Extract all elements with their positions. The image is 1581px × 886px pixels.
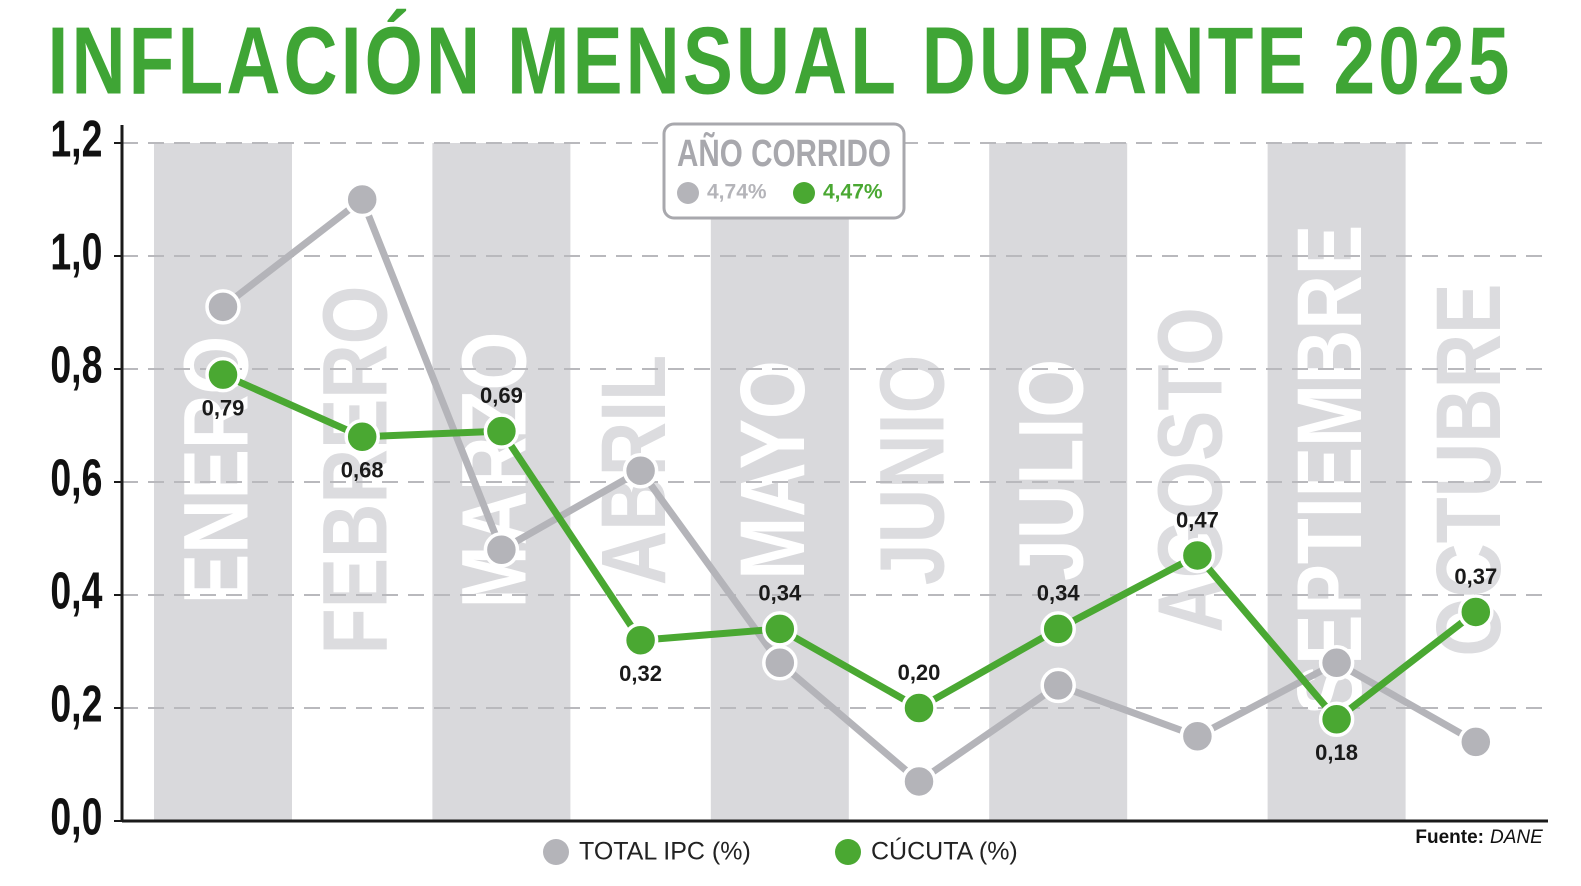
point [1040,611,1076,647]
y-tick-label: 0,0 [50,788,102,847]
data-label: 0,34 [758,581,802,606]
point [483,413,520,449]
data-label: 0,69 [480,383,523,408]
y-tick-label: 0,4 [50,562,102,621]
point [344,181,380,218]
data-label: 0,47 [1176,507,1219,532]
data-label: 0,37 [1454,564,1497,589]
data-label: 0,18 [1315,740,1358,765]
point [901,690,937,726]
y-tick-label: 0,8 [50,336,102,395]
y-tick-label: 1,0 [50,223,102,282]
data-label: 0,20 [898,660,941,685]
data-label: 0,34 [1037,581,1081,606]
y-tick-label: 0,6 [50,449,102,508]
data-label: 0,32 [619,661,662,686]
point [1179,718,1216,754]
point [1179,537,1216,574]
annotation-value: 4,74% [707,181,767,204]
point [762,645,798,681]
annotation-dot [793,182,815,204]
point [483,532,520,568]
point [1318,645,1355,681]
y-tick-label: 0,2 [50,675,102,734]
data-label: 0,68 [341,458,384,483]
legend-marker [835,839,861,865]
source-label: Fuente: [1415,827,1484,848]
legend-label: TOTAL IPC (%) [579,838,751,866]
series-line [220,196,1478,785]
x-tick-label: JULIO [999,359,1102,581]
point [205,356,241,393]
point [1458,724,1494,760]
annotation-dot [677,182,699,204]
point [622,452,659,489]
series-line [221,371,1478,723]
legend-marker [543,839,569,865]
annotation-box: AÑO CORRIDO 4,74% 4,47% [662,122,906,220]
x-tick-label: JUNIO [860,355,963,586]
annotation-value: 4,47% [823,181,883,204]
point [344,419,380,455]
point [1318,701,1355,738]
x-tick-label: MAYO [721,360,824,579]
x-tick-label: SEPTIEMBRE [1278,225,1381,715]
point [205,289,241,325]
point [1040,667,1076,704]
point [901,763,937,800]
point [762,611,798,647]
annotation-title: AÑO CORRIDO [677,133,891,175]
annotation-frame [662,122,906,220]
point [1458,594,1494,630]
source-value: DANE [1490,827,1543,848]
point [622,622,659,658]
data-label: 0,79 [202,395,245,420]
x-tick-label: FEBRERO [303,286,406,655]
legend-label: CÚCUTA (%) [871,837,1018,866]
chart-title: INFLACIÓN MENSUAL DURANTE 2025 [48,7,1513,114]
y-tick-label: 1,2 [50,110,102,169]
